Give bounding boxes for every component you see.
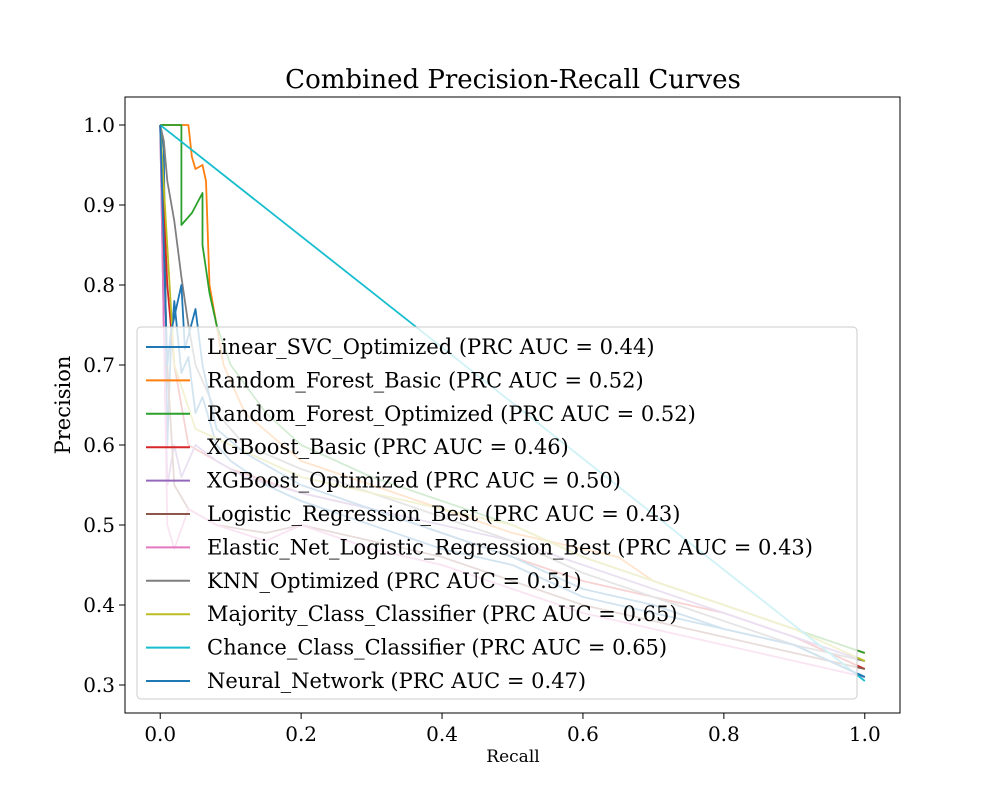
legend-label-2: Random_Forest_Optimized (PRC AUC = 0.52) [207, 402, 696, 426]
y-tick-label-2: 0.5 [83, 513, 115, 537]
legend-label-1: Random_Forest_Basic (PRC AUC = 0.52) [207, 368, 644, 392]
y-tick-label-3: 0.6 [83, 433, 115, 457]
x-axis-label: Recall [486, 747, 539, 767]
legend-box [136, 326, 858, 700]
x-tick-label-2: 0.4 [426, 722, 458, 746]
legend-label-3: XGBoost_Basic (PRC AUC = 0.46) [207, 435, 569, 459]
legend-label-4: XGBoost_Optimized (PRC AUC = 0.50) [207, 469, 621, 493]
x-tick-label-0: 0.0 [144, 722, 176, 746]
x-tick-label-3: 0.6 [567, 722, 599, 746]
x-tick-label-5: 1.0 [849, 722, 881, 746]
legend: Linear_SVC_Optimized (PRC AUC = 0.44) Ran… [136, 326, 858, 700]
y-tick-label-5: 0.8 [83, 273, 115, 297]
legend-label-9: Chance_Class_Classifier (PRC AUC = 0.65) [207, 636, 667, 660]
y-axis: 0.3 0.4 0.5 0.6 0.7 0.8 0.9 1.0 [83, 113, 125, 697]
y-axis-label: Precision [51, 356, 75, 455]
legend-label-8: Majority_Class_Classifier (PRC AUC = 0.6… [207, 602, 678, 626]
legend-items: Linear_SVC_Optimized (PRC AUC = 0.44) Ran… [146, 335, 813, 693]
legend-label-0: Linear_SVC_Optimized (PRC AUC = 0.44) [207, 335, 655, 359]
y-tick-label-6: 0.9 [83, 193, 115, 217]
legend-label-10: Neural_Network (PRC AUC = 0.47) [207, 669, 586, 693]
y-tick-label-1: 0.4 [83, 593, 115, 617]
x-tick-label-1: 0.2 [285, 722, 317, 746]
legend-label-6: Elastic_Net_Logistic_Regression_Best (PR… [207, 535, 813, 559]
y-tick-label-7: 1.0 [83, 113, 115, 137]
y-tick-label-0: 0.3 [83, 673, 115, 697]
plot-frame [124, 96, 901, 714]
legend-label-5: Logistic_Regression_Best (PRC AUC = 0.43… [207, 502, 680, 526]
x-axis: 0.0 0.2 0.4 0.6 0.8 1.0 [144, 713, 881, 746]
x-tick-label-4: 0.8 [708, 722, 740, 746]
y-tick-label-4: 0.7 [83, 353, 115, 377]
legend-label-7: KNN_Optimized (PRC AUC = 0.51) [207, 569, 582, 593]
chart-title: Combined Precision-Recall Curves [285, 65, 741, 95]
